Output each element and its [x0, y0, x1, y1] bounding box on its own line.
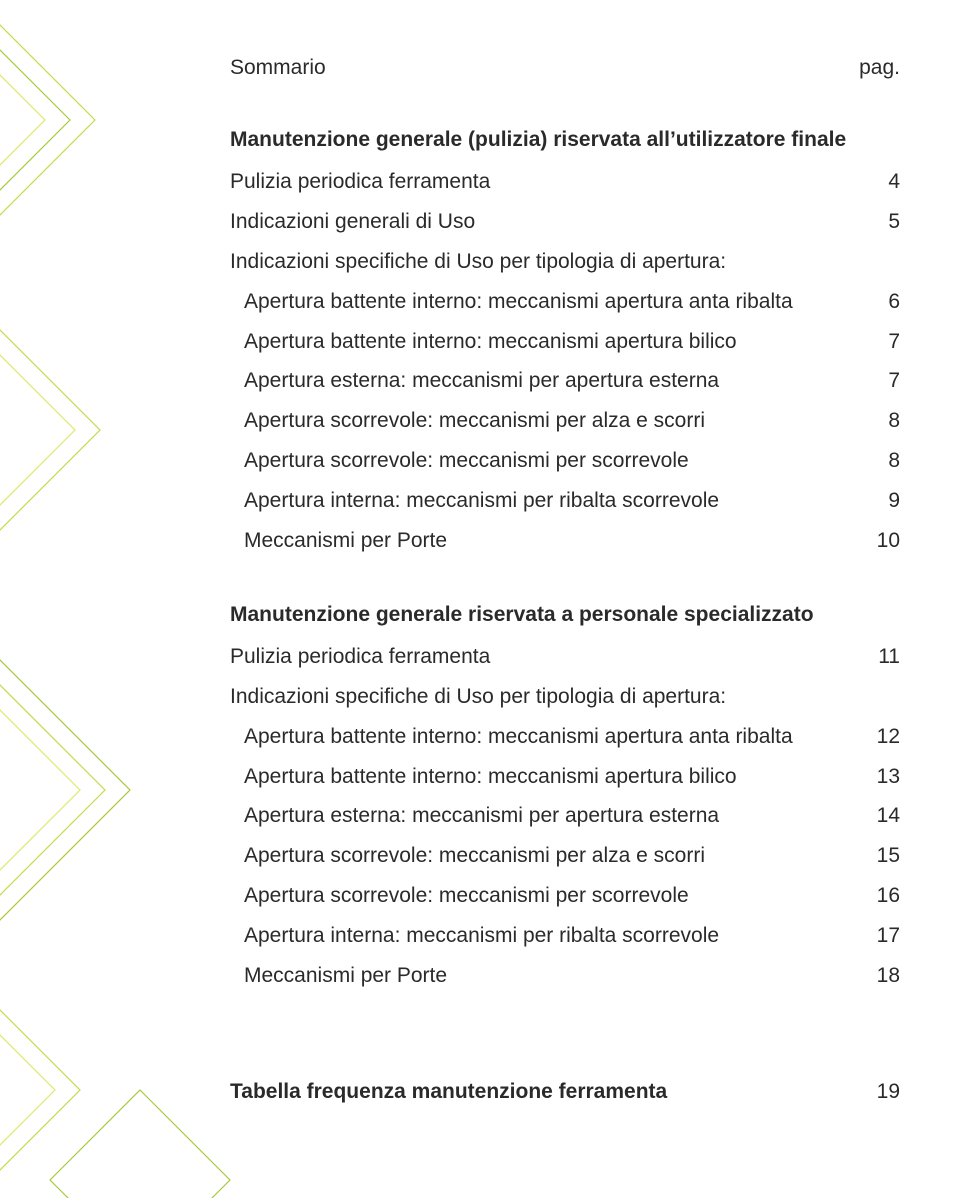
toc-label: Indicazioni generali di Uso — [230, 202, 888, 242]
toc-row: Apertura scorrevole: meccanismi per scor… — [230, 876, 900, 916]
toc-label: Apertura interna: meccanismi per ribalta… — [230, 481, 888, 521]
toc-label: Apertura scorrevole: meccanismi per scor… — [230, 876, 877, 916]
toc-label: Indicazioni specifiche di Uso per tipolo… — [230, 242, 900, 282]
toc-row: Apertura esterna: meccanismi per apertur… — [230, 796, 900, 836]
toc-page-number: 17 — [877, 916, 900, 956]
toc-label: Apertura battente interno: meccanismi ap… — [230, 282, 888, 322]
toc-footer-page: 19 — [877, 1080, 900, 1104]
toc-header-left: Sommario — [230, 56, 326, 80]
toc-page-number: 8 — [888, 441, 900, 481]
toc-row: Apertura battente interno: meccanismi ap… — [230, 322, 900, 362]
toc-row: Apertura interna: meccanismi per ribalta… — [230, 481, 900, 521]
toc-row: Indicazioni specifiche di Uso per tipolo… — [230, 677, 900, 717]
toc-page-number: 5 — [888, 202, 900, 242]
toc-label: Apertura esterna: meccanismi per apertur… — [230, 361, 888, 401]
toc-page-number: 18 — [877, 956, 900, 996]
toc-row: Apertura scorrevole: meccanismi per alza… — [230, 401, 900, 441]
toc-page-number: 6 — [888, 282, 900, 322]
toc-row: Apertura esterna: meccanismi per apertur… — [230, 361, 900, 401]
section-title: Manutenzione generale riservata a person… — [230, 603, 900, 627]
toc-row: Apertura battente interno: meccanismi ap… — [230, 717, 900, 757]
toc-row: Apertura battente interno: meccanismi ap… — [230, 282, 900, 322]
toc-page-number: 11 — [878, 637, 900, 677]
toc-header-right: pag. — [859, 56, 900, 80]
toc-row: Apertura battente interno: meccanismi ap… — [230, 757, 900, 797]
toc-page-number: 9 — [888, 481, 900, 521]
section-gap — [230, 996, 900, 1038]
toc-label: Apertura battente interno: meccanismi ap… — [230, 322, 888, 362]
toc-row: Apertura scorrevole: meccanismi per alza… — [230, 836, 900, 876]
toc-page-number: 14 — [877, 796, 900, 836]
toc-footer-label: Tabella frequenza manutenzione ferrament… — [230, 1080, 877, 1104]
toc-page-number: 16 — [877, 876, 900, 916]
toc-page-number: 13 — [877, 757, 900, 797]
toc-row: Pulizia periodica ferramenta4 — [230, 162, 900, 202]
toc-page-number: 15 — [877, 836, 900, 876]
toc-page-number: 8 — [888, 401, 900, 441]
toc-page-number: 7 — [888, 361, 900, 401]
toc-row: Apertura interna: meccanismi per ribalta… — [230, 916, 900, 956]
toc-row: Pulizia periodica ferramenta11 — [230, 637, 900, 677]
toc-label: Apertura battente interno: meccanismi ap… — [230, 757, 877, 797]
toc-label: Pulizia periodica ferramenta — [230, 637, 878, 677]
toc-row: Meccanismi per Porte10 — [230, 521, 900, 561]
toc-label: Apertura scorrevole: meccanismi per alza… — [230, 401, 888, 441]
toc-label: Meccanismi per Porte — [230, 956, 877, 996]
toc-row: Meccanismi per Porte18 — [230, 956, 900, 996]
toc-page-number: 12 — [877, 717, 900, 757]
toc-footer-row: Tabella frequenza manutenzione ferrament… — [230, 1080, 900, 1104]
toc-label: Apertura esterna: meccanismi per apertur… — [230, 796, 877, 836]
toc-header: Sommario pag. — [230, 56, 900, 80]
toc-label: Indicazioni specifiche di Uso per tipolo… — [230, 677, 900, 717]
toc-label: Apertura interna: meccanismi per ribalta… — [230, 916, 877, 956]
toc-label: Apertura scorrevole: meccanismi per alza… — [230, 836, 877, 876]
toc-page-number: 10 — [877, 521, 900, 561]
toc-label: Apertura scorrevole: meccanismi per scor… — [230, 441, 888, 481]
section-gap — [230, 561, 900, 603]
section-title: Manutenzione generale (pulizia) riservat… — [230, 128, 900, 152]
toc-label: Meccanismi per Porte — [230, 521, 877, 561]
toc-page-number: 7 — [888, 322, 900, 362]
toc-label: Apertura battente interno: meccanismi ap… — [230, 717, 877, 757]
toc-row: Indicazioni specifiche di Uso per tipolo… — [230, 242, 900, 282]
toc-row: Indicazioni generali di Uso5 — [230, 202, 900, 242]
toc-label: Pulizia periodica ferramenta — [230, 162, 888, 202]
toc-page-number: 4 — [888, 162, 900, 202]
page-content: Sommario pag. Manutenzione generale (pul… — [0, 0, 960, 1144]
toc-row: Apertura scorrevole: meccanismi per scor… — [230, 441, 900, 481]
